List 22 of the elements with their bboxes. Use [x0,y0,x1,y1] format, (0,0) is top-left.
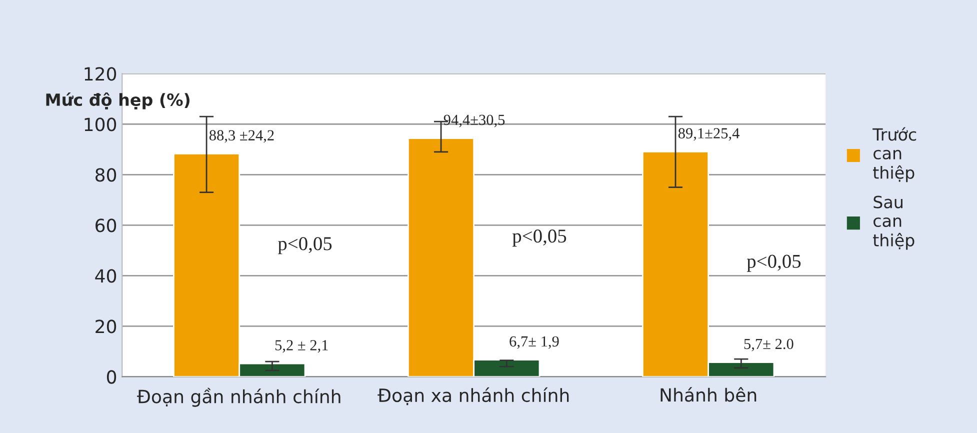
y-tick-label: 20 [96,320,116,334]
data-label: 89,1±25,4 [678,128,740,141]
annotation: p<0,05 [746,254,801,272]
data-label: 88,3 ±24,2 [209,130,274,143]
x-tick-label: Đoạn gần nhánh chính [137,388,340,407]
data-label: 94,4±30,5 [444,114,505,128]
y-tick-label: 40 [95,269,116,283]
x-tick-label: Nhánh bên [660,387,756,402]
x-tick-label: Đoạn xa nhánh chính [378,387,569,406]
y-tick-label: 120 [84,67,116,81]
data-label: 6,7± 1,9 [510,336,559,349]
y-tick-label: 80 [96,168,116,182]
y-tick-label: 60 [96,218,116,232]
y-tick-label: 0 [106,370,116,384]
y-axis-title: Mức độ hẹp (%) [46,92,190,110]
annotation: p<0,05 [278,237,332,254]
annotation: p<0,05 [512,230,566,247]
data-label: 5,2 ± 2,1 [275,340,328,353]
data-label: 5,7± 2.0 [744,338,794,352]
y-tick-label: 100 [84,118,116,132]
legend-label: Sau can thiệp [873,196,914,250]
legend-label: Trước can thiệp [872,127,916,182]
